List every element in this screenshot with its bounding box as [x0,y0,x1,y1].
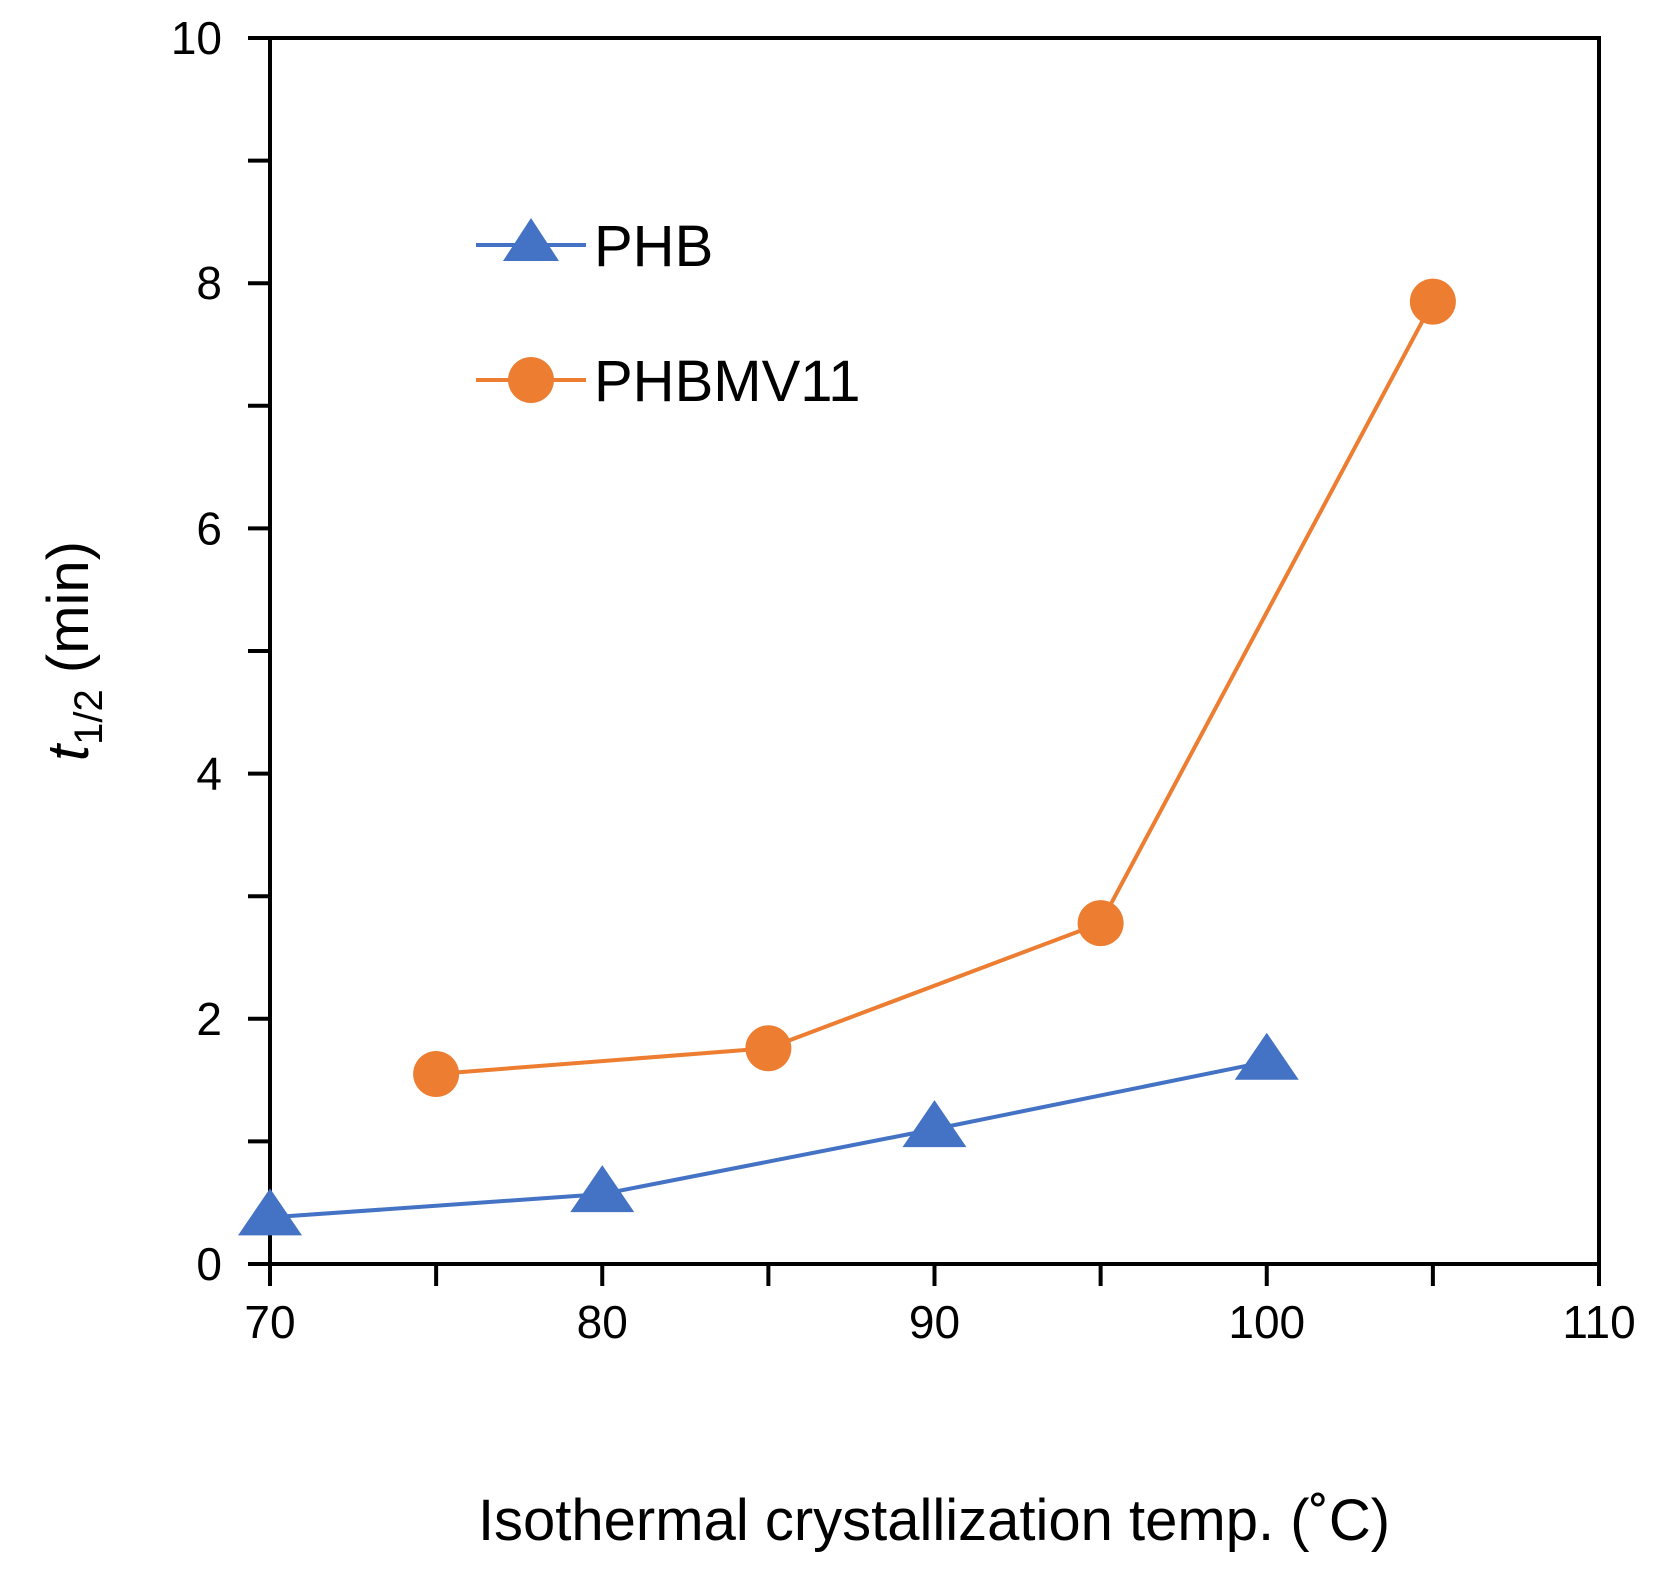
y-tick-label: 2 [196,993,222,1045]
x-tick-label: 70 [244,1296,295,1348]
x-tick-label: 80 [577,1296,628,1348]
data-point-phb [238,1188,302,1236]
series-line-phbmv11 [435,300,1435,1076]
y-tick-label: 6 [196,502,222,554]
y-tick-label: 4 [196,748,222,800]
y-axis-title-unit: (min) [36,541,101,689]
legend-marker-phb [503,218,559,261]
data-point-phbmv11 [1409,278,1456,325]
legend-label-phbmv11: PHBMV11 [594,349,860,414]
y-tick-label: 10 [171,12,222,64]
data-point-phb [1234,1032,1299,1080]
x-axis-tick-labels: 70 80 90 100 110 [244,1296,1635,1348]
y-axis-title-symbol: t [36,742,101,761]
y-axis-title-subscript: 1/2 [67,689,111,745]
y-axis-title: t1/2 (min) [36,541,111,761]
data-point-phbmv11 [745,1025,792,1072]
y-tick-label: 8 [196,257,222,309]
y-axis-tick-labels: 0 2 4 6 8 10 [171,12,222,1290]
x-tick-label: 90 [909,1296,960,1348]
y-tick-label: 0 [196,1238,222,1290]
data-point-phb [570,1165,635,1213]
x-axis-title: Isothermal crystallization temp. (˚C) [478,1488,1390,1553]
x-tick-label: 100 [1228,1296,1305,1348]
series-line-phb [269,1059,1268,1220]
data-point-phb [902,1100,967,1148]
legend-label-phb: PHB [594,214,713,279]
legend: PHB PHBMV11 [476,214,860,414]
legend-marker-phbmv11 [508,357,554,403]
y-axis-ticks [248,36,270,1266]
x-axis-ticks [268,1264,1601,1286]
data-point-phbmv11 [413,1050,460,1097]
x-tick-label: 110 [1562,1296,1635,1348]
series-layer [238,278,1456,1236]
data-point-phbmv11 [1077,900,1124,947]
